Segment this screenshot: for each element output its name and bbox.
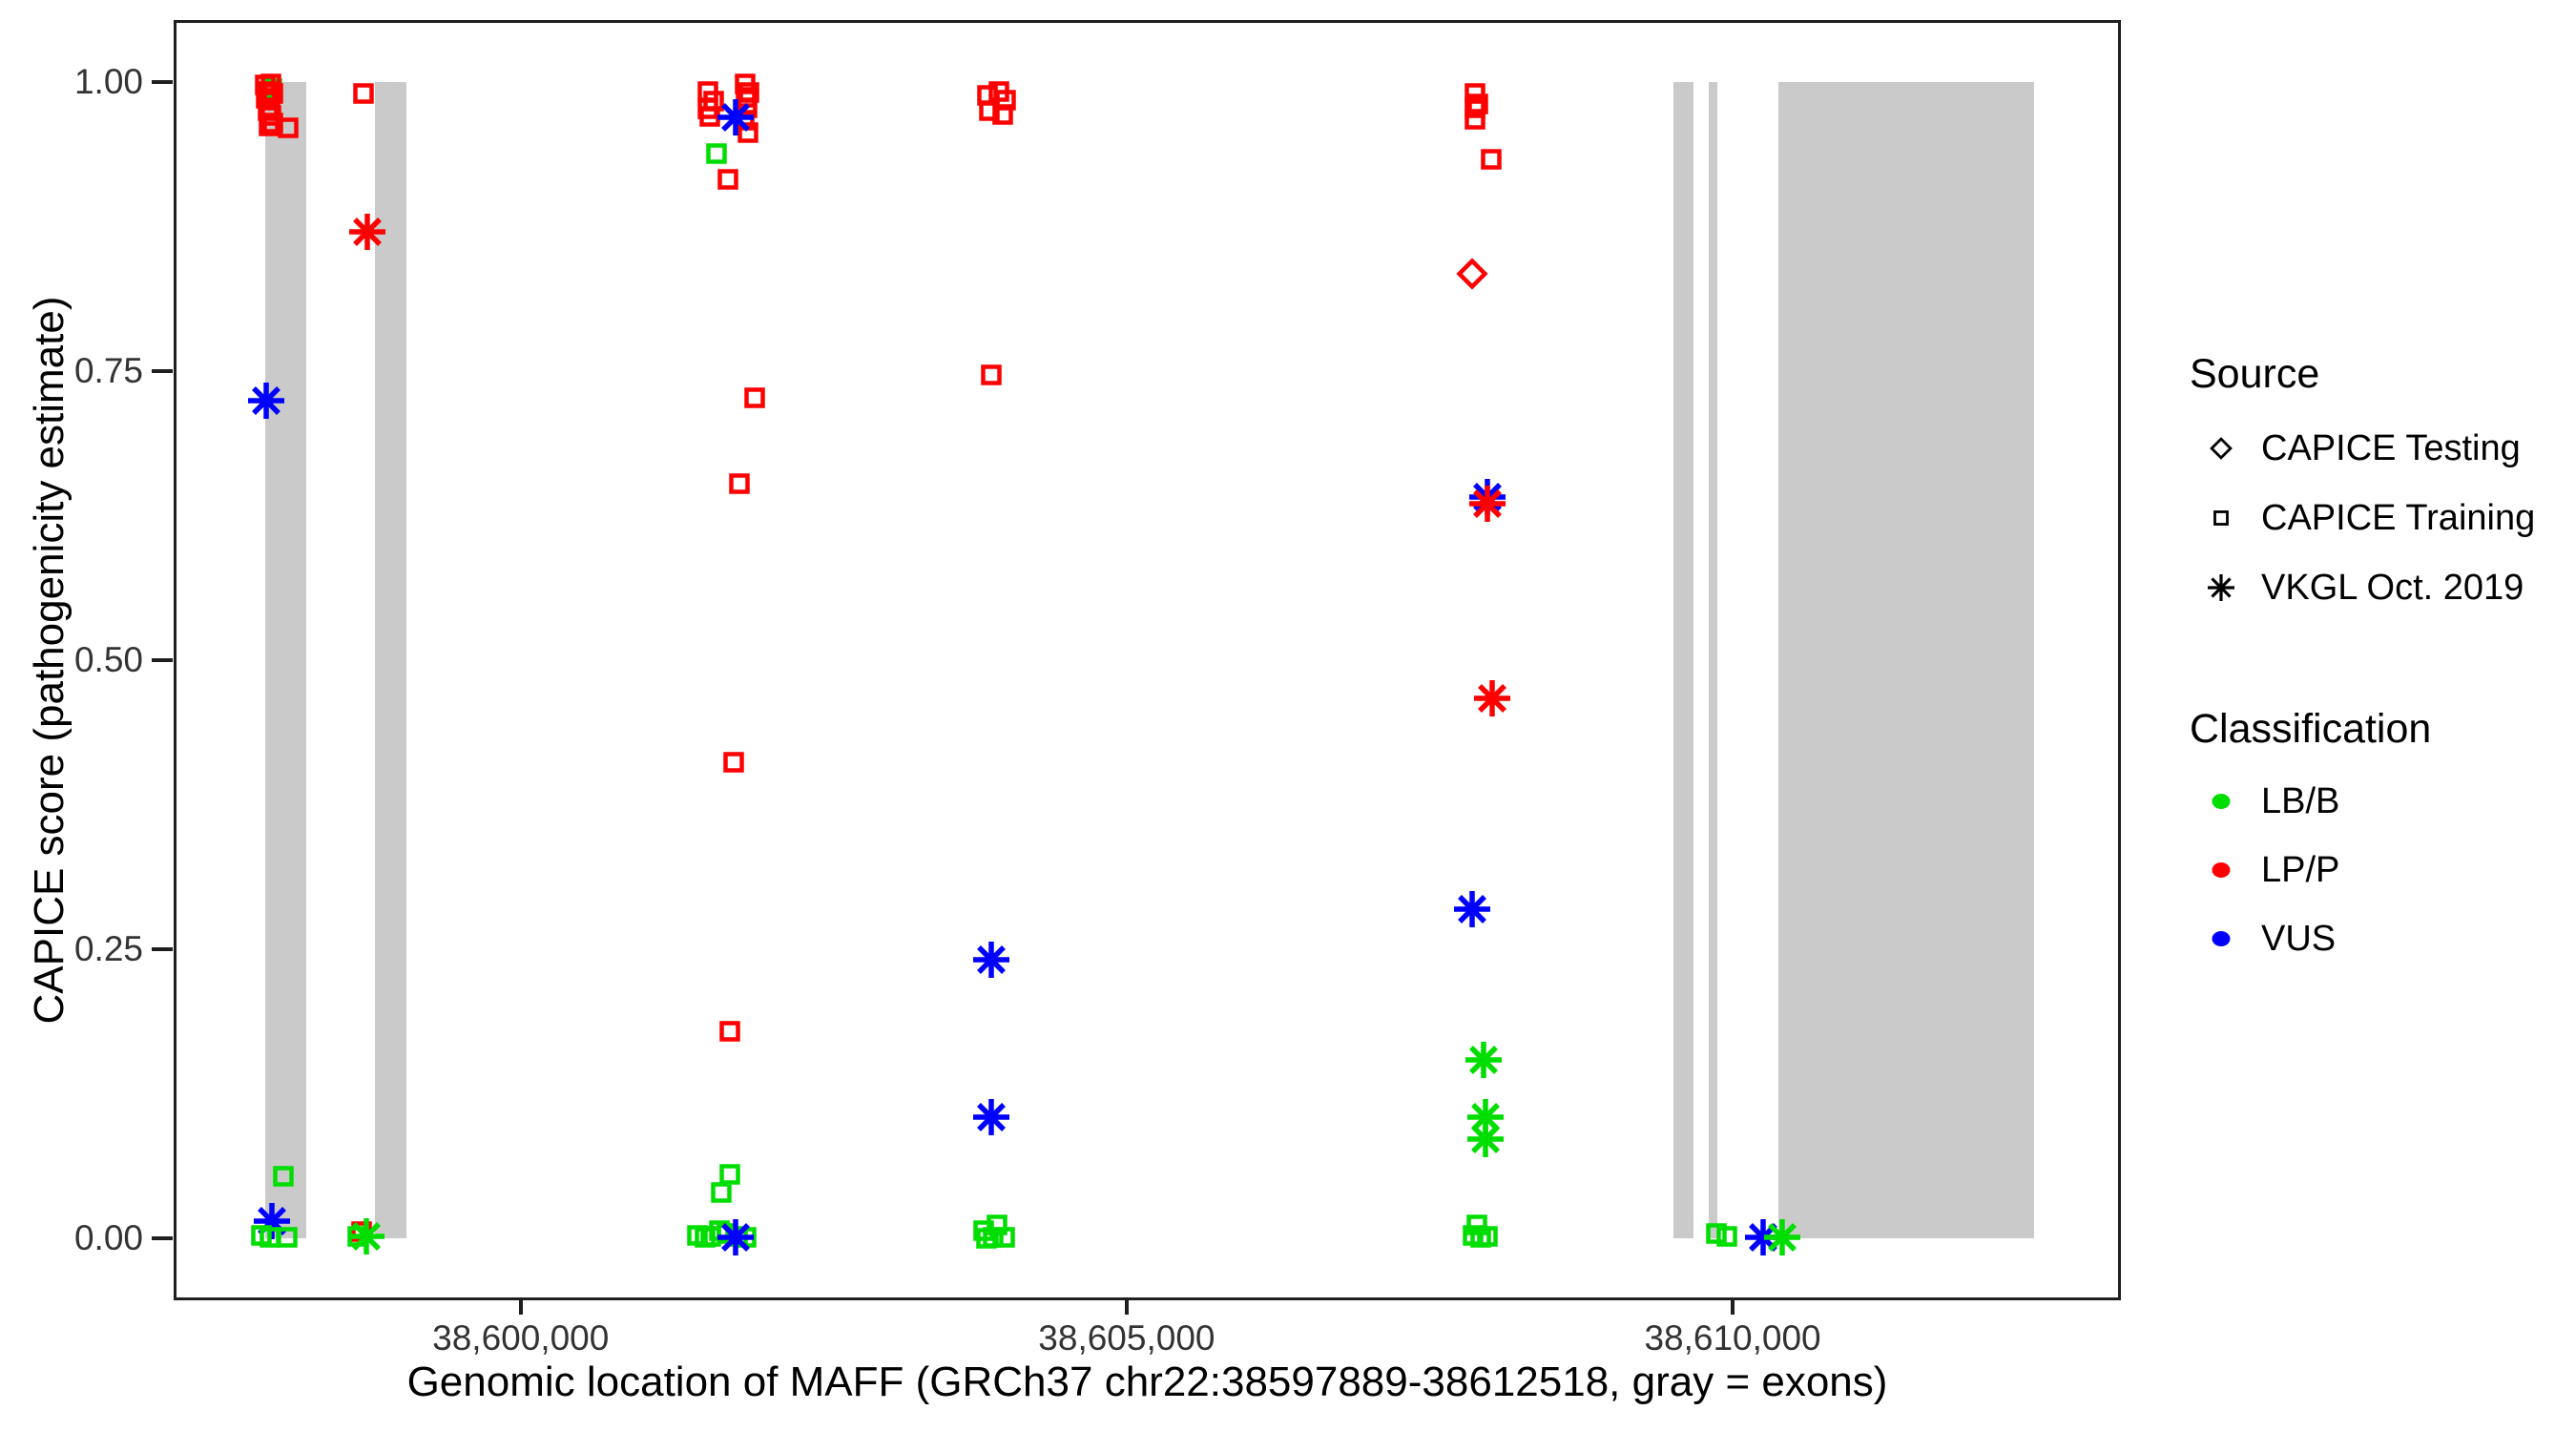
- data-point-asterisk: [1465, 1042, 1503, 1079]
- data-point-square: [976, 1228, 998, 1249]
- legend-item-label: LP/P: [2261, 849, 2340, 890]
- data-point-square: [995, 90, 1016, 111]
- diamond-icon: [2194, 431, 2248, 466]
- y-tick-mark: [152, 947, 173, 952]
- x-tick-mark: [1124, 1300, 1129, 1315]
- square-icon: [2194, 501, 2248, 535]
- data-point-square: [1706, 1223, 1727, 1245]
- data-point-asterisk: [1469, 486, 1506, 523]
- data-point-asterisk: [348, 1217, 385, 1255]
- data-point-square: [706, 143, 727, 164]
- legend-item-label: CAPICE Testing: [2261, 427, 2521, 468]
- data-point-square: [711, 1181, 732, 1203]
- data-point-square: [273, 1165, 295, 1187]
- x-tick-mark: [518, 1300, 523, 1315]
- data-point-asterisk: [1473, 680, 1510, 716]
- data-point-square: [1465, 96, 1486, 118]
- y-tick-label: 0.75: [73, 350, 143, 390]
- legend-item-lp-p: LP/P: [2194, 843, 2339, 897]
- dot-icon: [2194, 922, 2248, 956]
- data-point-square: [744, 387, 765, 408]
- data-point-square: [1465, 83, 1486, 104]
- data-point-square: [717, 168, 738, 190]
- data-point-square: [979, 100, 1000, 121]
- legend-item-label: CAPICE Training: [2261, 497, 2536, 538]
- legend-item-capice-testing: CAPICE Testing: [2194, 422, 2521, 475]
- data-point-square: [1466, 1213, 1488, 1235]
- data-point-square: [981, 363, 1002, 385]
- data-point-square: [737, 122, 758, 143]
- data-point-square: [1465, 108, 1486, 130]
- x-tick-label: 38,610,000: [1644, 1318, 1821, 1358]
- legend-item-vkgl-oct-2019: VKGL Oct. 2019: [2194, 561, 2524, 614]
- y-tick-mark: [152, 658, 173, 662]
- dot-icon: [2194, 853, 2248, 887]
- y-tick-mark: [152, 368, 173, 373]
- exon-band: [1777, 81, 2035, 1239]
- x-tick-label: 38,600,000: [432, 1318, 610, 1358]
- exon-band: [264, 81, 306, 1239]
- x-tick-mark: [1731, 1300, 1735, 1315]
- y-tick-label: 1.00: [73, 61, 143, 101]
- data-point-asterisk: [248, 383, 284, 420]
- y-tick-label: 0.25: [73, 929, 143, 969]
- x-axis-title: Genomic location of MAFF (GRCh37 chr22:3…: [406, 1358, 1888, 1405]
- plot-panel: [174, 20, 2121, 1300]
- legend-item-vus: VUS: [2194, 912, 2336, 965]
- data-point-asterisk: [1454, 890, 1491, 927]
- legend-item-label: LB/B: [2261, 780, 2340, 821]
- data-point-asterisk: [972, 1098, 1009, 1135]
- data-point-square: [277, 117, 299, 139]
- data-point-square: [1481, 149, 1502, 170]
- data-point-square: [723, 751, 745, 773]
- exon-band: [1708, 81, 1718, 1239]
- data-point-asterisk: [717, 1218, 755, 1255]
- data-point-square: [1477, 1225, 1498, 1247]
- data-point-square: [277, 1227, 298, 1248]
- y-axis-title: CAPICE score (pathogenicity estimate): [26, 296, 73, 1025]
- data-point-square: [719, 1021, 740, 1042]
- data-point-square: [729, 472, 750, 494]
- exon-band: [374, 81, 406, 1239]
- data-point-diamond: [1456, 258, 1488, 290]
- data-point-asterisk: [1764, 1218, 1801, 1255]
- legend-source-title: Source: [2190, 351, 2320, 397]
- x-tick-label: 38,605,000: [1038, 1318, 1215, 1358]
- legend-item-label: VKGL Oct. 2019: [2261, 567, 2524, 608]
- data-point-asterisk: [1467, 1120, 1505, 1157]
- data-point-square: [352, 83, 374, 104]
- data-point-square: [992, 104, 1013, 125]
- exon-band: [1672, 81, 1694, 1239]
- legend-item-lb-b: LB/B: [2194, 775, 2339, 828]
- legend-item-capice-training: CAPICE Training: [2194, 491, 2535, 545]
- y-tick-mark: [152, 79, 173, 84]
- y-tick-mark: [152, 1236, 173, 1241]
- data-point-square: [259, 115, 280, 136]
- data-point-asterisk: [972, 941, 1009, 978]
- data-point-square: [1716, 1225, 1737, 1247]
- legend-classification-title: Classification: [2190, 706, 2432, 752]
- y-tick-label: 0.50: [73, 640, 143, 679]
- y-tick-label: 0.00: [73, 1218, 143, 1258]
- dot-icon: [2194, 784, 2248, 819]
- legend-item-label: VUS: [2261, 918, 2337, 959]
- asterisk-icon: [2194, 570, 2248, 605]
- data-point-asterisk: [717, 99, 754, 136]
- data-point-asterisk: [349, 214, 386, 251]
